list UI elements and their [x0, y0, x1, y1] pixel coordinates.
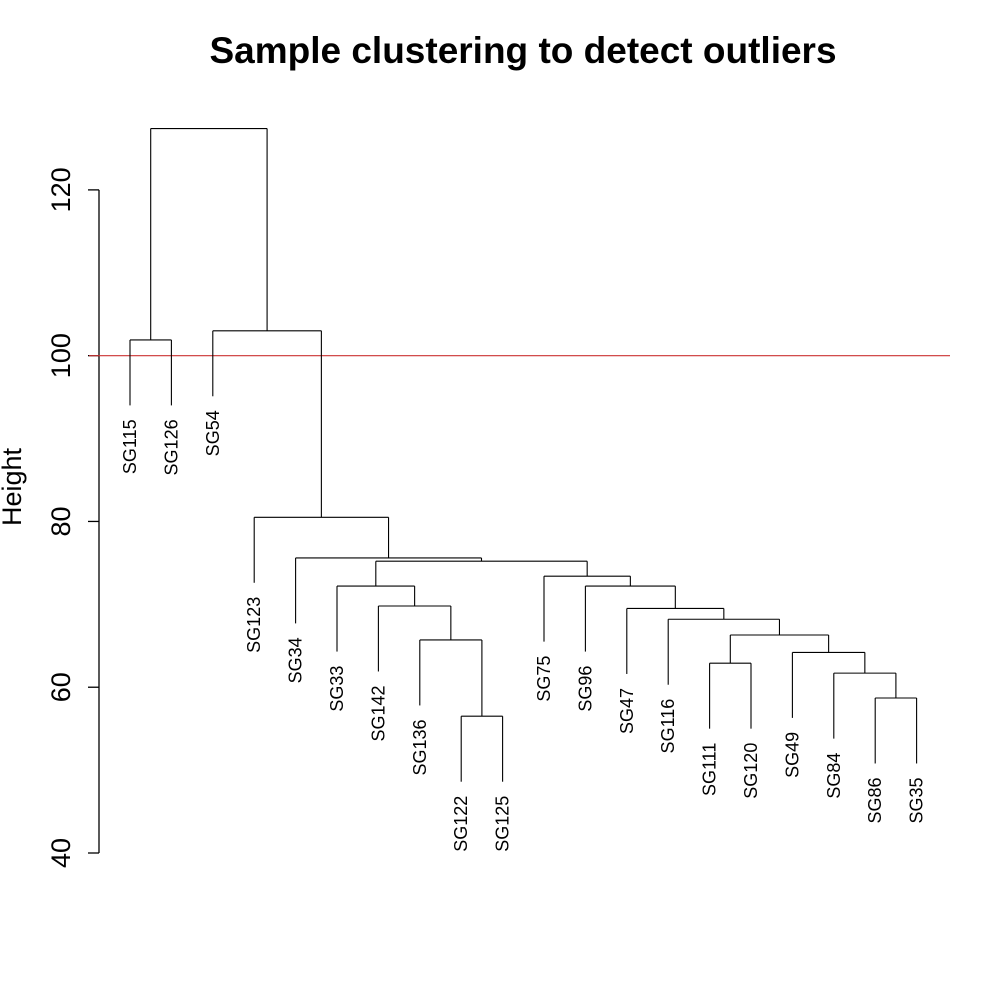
leaf-label: SG34 — [286, 637, 306, 683]
y-tick-label: 60 — [46, 672, 76, 702]
leaf-label: SG84 — [824, 753, 844, 799]
leaf-label: SG126 — [161, 419, 181, 475]
leaf-label: SG120 — [741, 743, 761, 799]
leaf-label: SG86 — [865, 777, 885, 823]
leaf-label: SG75 — [534, 656, 554, 702]
y-tick-label: 120 — [46, 167, 76, 212]
leaf-label: SG115 — [120, 419, 140, 474]
leaf-label: SG142 — [368, 685, 388, 741]
chart-title: Sample clustering to detect outliers — [209, 30, 836, 71]
leaf-label: SG49 — [782, 732, 802, 778]
leaf-label: SG125 — [493, 796, 513, 852]
leaf-label: SG123 — [244, 597, 264, 653]
leaf-label: SG35 — [907, 777, 927, 823]
y-tick-label: 100 — [46, 333, 76, 378]
leaf-label: SG47 — [617, 688, 637, 734]
leaf-label: SG33 — [327, 666, 347, 712]
y-axis-label: Height — [0, 447, 27, 526]
y-tick-label: 80 — [46, 506, 76, 536]
dendrogram-tree — [129, 128, 918, 782]
leaf-label: SG136 — [410, 719, 430, 775]
y-axis: 40 60 80 100 120 — [46, 167, 100, 868]
leaf-label: SG122 — [451, 796, 471, 852]
leaf-label: SG111 — [700, 743, 720, 796]
leaf-label: SG54 — [203, 410, 223, 456]
y-tick-label: 40 — [46, 838, 76, 868]
leaf-label: SG96 — [575, 666, 595, 712]
leaf-label: SG116 — [658, 699, 678, 754]
leaf-labels: SG115 SG126 SG54 SG123 SG34 SG33 SG142 SG136 SG1… — [120, 410, 927, 851]
